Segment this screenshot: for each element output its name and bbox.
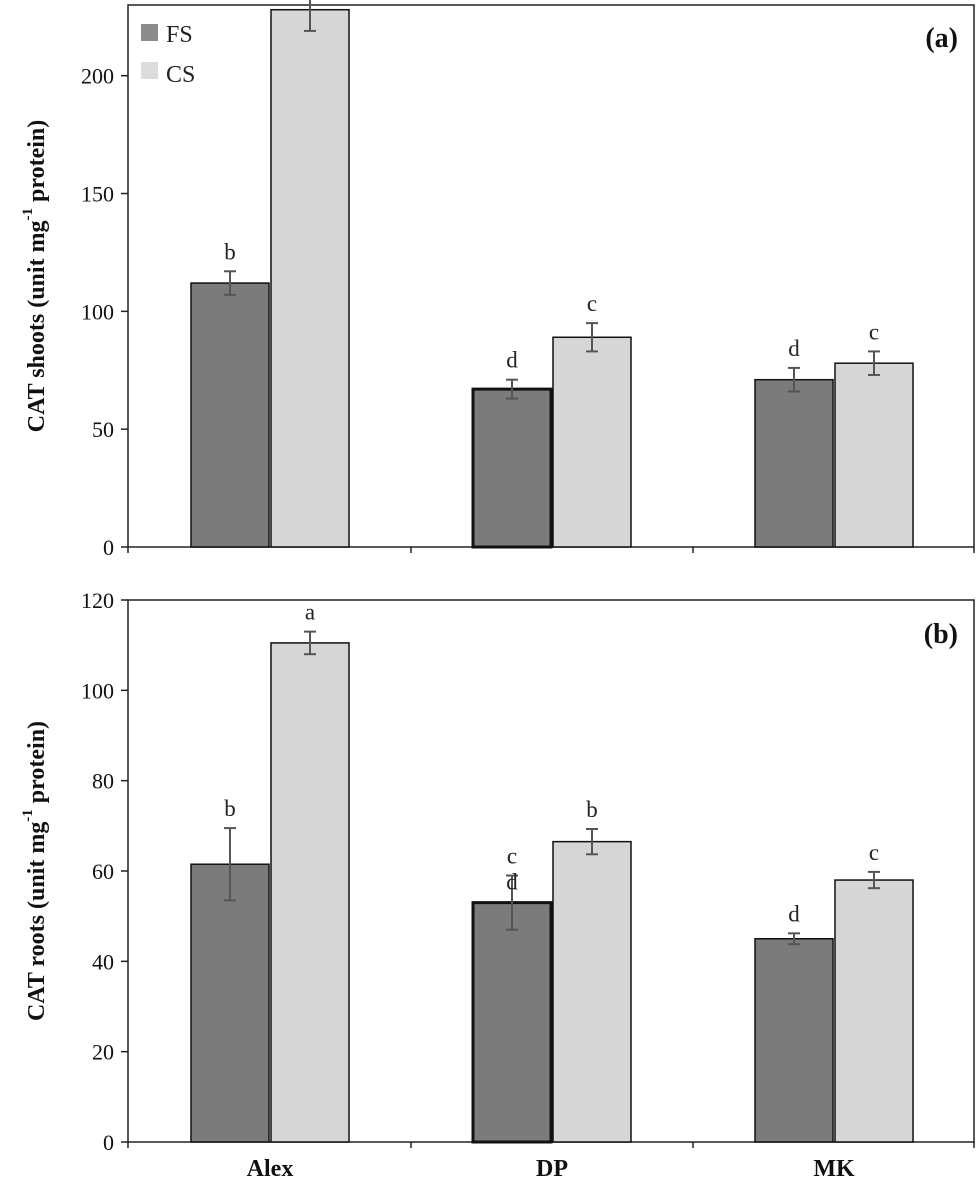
significance-letter: d xyxy=(788,901,800,926)
bar-fs-dp xyxy=(471,387,553,549)
y-tick-label: 100 xyxy=(81,299,114,324)
legend-fs-swatch xyxy=(141,24,158,41)
y-tick-label: 100 xyxy=(81,678,114,703)
category-label-mk: MK xyxy=(813,1156,855,1181)
significance-letter: c xyxy=(869,319,879,344)
category-label-alex: Alex xyxy=(247,1156,294,1181)
bar-fs-alex xyxy=(190,282,270,548)
panel-a-tag: (a) xyxy=(925,23,958,54)
significance-letter: d xyxy=(506,870,518,895)
panel-b-y-ticks: 0 20 40 60 80 100 120 xyxy=(81,588,975,1155)
bar-fs-dp xyxy=(471,901,553,1144)
significance-letter: d xyxy=(788,336,800,361)
bar-cs-alex xyxy=(270,642,350,1143)
significance-letter: c xyxy=(869,840,879,865)
panel-b-category-labels: Alex DP MK xyxy=(247,1156,855,1181)
legend-cs-label: CS xyxy=(166,62,195,88)
panel-a-ylabel-main: CAT shoots (unit mg xyxy=(24,220,50,432)
y-tick-label: 150 xyxy=(81,182,114,207)
panel-b-ylabel: CAT roots (unit mg-1 protein) xyxy=(20,721,50,1021)
category-label-dp: DP xyxy=(536,1156,568,1181)
significance-letter: c xyxy=(507,844,517,869)
y-tick-label: 50 xyxy=(92,417,114,442)
panel-a-y-ticks: 0 50 100 150 200 xyxy=(81,64,975,560)
bar-cs-alex xyxy=(270,8,350,548)
panel-a-ylabel: CAT shoots (unit mg-1 protein) xyxy=(20,120,50,433)
panel-b-ylabel-end: protein) xyxy=(24,721,50,809)
bar-fs-mk xyxy=(754,378,834,548)
y-tick-label: 0 xyxy=(103,535,114,560)
panel-a-legend: FS CS xyxy=(141,22,195,88)
bar-cs-dp xyxy=(552,840,632,1143)
panel-a-ylabel-end: protein) xyxy=(24,120,50,208)
significance-letter: b xyxy=(586,797,598,822)
significance-letter: a xyxy=(305,600,315,625)
panel-a-bars: bddacc xyxy=(190,0,914,549)
y-tick-label: 40 xyxy=(92,949,114,974)
bar-fs-alex xyxy=(190,863,270,1143)
panel-b-tag: (b) xyxy=(924,619,958,650)
bar-cs-mk xyxy=(834,879,914,1143)
y-tick-label: 20 xyxy=(92,1040,114,1065)
bar-cs-dp xyxy=(552,336,632,548)
panel-a-ylabel-sup: -1 xyxy=(20,208,36,221)
y-tick-label: 120 xyxy=(81,588,114,613)
bar-cs-mk xyxy=(834,362,914,548)
legend-cs-swatch xyxy=(141,62,158,79)
bar-fs-mk xyxy=(754,938,834,1143)
legend-fs-label: FS xyxy=(166,22,193,48)
y-tick-label: 0 xyxy=(103,1130,114,1155)
y-tick-label: 60 xyxy=(92,859,114,884)
significance-letter: b xyxy=(224,796,236,821)
y-tick-label: 200 xyxy=(81,64,114,89)
panel-b-ylabel-sup: -1 xyxy=(20,809,36,822)
significance-letter: d xyxy=(506,348,518,373)
y-tick-label: 80 xyxy=(92,769,114,794)
significance-letter: c xyxy=(587,291,597,316)
significance-letter: b xyxy=(224,239,236,264)
panel-b-ylabel-main: CAT roots (unit mg xyxy=(24,822,50,1021)
